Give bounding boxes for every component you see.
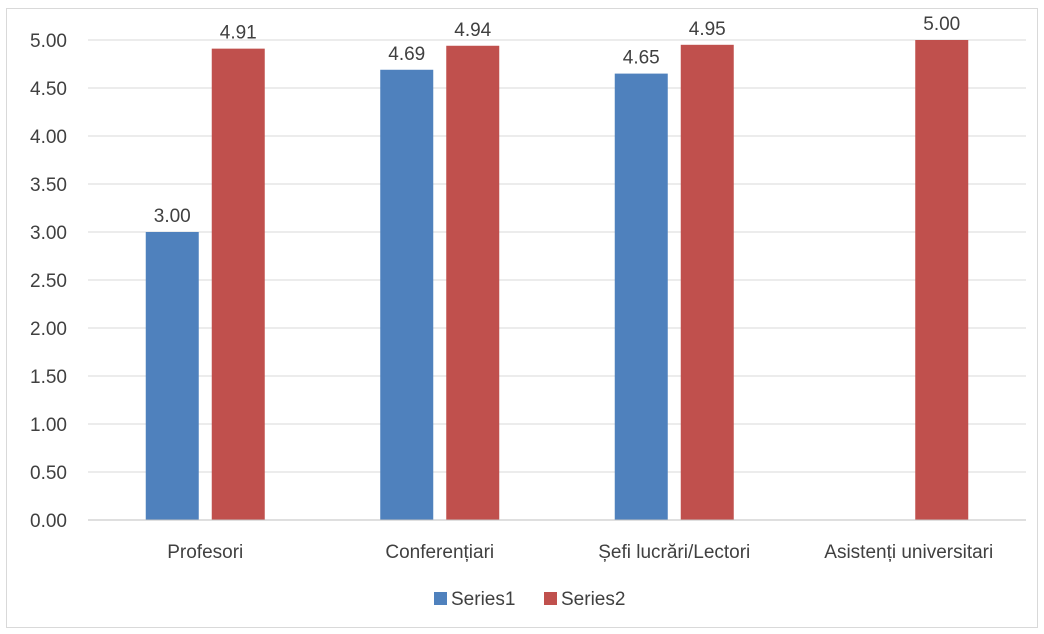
legend-swatch-series2 xyxy=(544,592,557,605)
data-label: 4.95 xyxy=(689,19,726,40)
bar-series2-1 xyxy=(211,48,265,520)
data-label: 5.00 xyxy=(923,14,960,35)
category-label: Profesori xyxy=(167,542,243,563)
category-label: Conferențiari xyxy=(385,542,494,563)
bar-series2-3 xyxy=(680,44,734,521)
y-tick-label: 2.00 xyxy=(30,319,67,340)
data-label: 4.65 xyxy=(623,48,660,69)
y-tick-label: 4.50 xyxy=(30,79,67,100)
y-tick-label: 0.00 xyxy=(30,511,67,532)
bar-series1-3 xyxy=(614,73,668,520)
bar-series1-2 xyxy=(380,69,434,520)
category-label: Asistenți universitari xyxy=(824,542,993,563)
y-tick-label: 3.00 xyxy=(30,223,67,244)
y-tick-label: 1.50 xyxy=(30,367,67,388)
y-tick-label: 1.00 xyxy=(30,415,67,436)
category-label: Șefi lucrări/Lectori xyxy=(598,542,750,563)
data-label: 4.69 xyxy=(388,44,425,65)
y-axis-ticks: 0.00 0.50 1.00 1.50 2.00 2.50 3.00 3.50 4.00 4.50… xyxy=(30,31,67,532)
data-label: 4.91 xyxy=(220,23,257,44)
y-tick-label: 4.00 xyxy=(30,127,67,148)
bar-series2-2 xyxy=(446,45,500,520)
legend: Series1 Series2 xyxy=(434,589,625,610)
data-label: 3.00 xyxy=(154,206,191,227)
legend-label: Series1 xyxy=(451,589,515,610)
y-tick-label: 3.50 xyxy=(30,175,67,196)
legend-swatch-series1 xyxy=(434,592,447,605)
bars xyxy=(145,40,969,521)
bar-series1-1 xyxy=(145,232,199,520)
bar-series2-4 xyxy=(915,40,969,520)
y-tick-label: 0.50 xyxy=(30,463,67,484)
data-label: 4.94 xyxy=(454,20,491,41)
data-labels: 3.00 4.91 4.69 4.94 4.65 4.95 5.00 xyxy=(154,14,960,227)
category-labels: Profesori Conferențiari Șefi lucrări/Lecto… xyxy=(167,542,993,563)
legend-label: Series2 xyxy=(561,589,625,610)
y-tick-label: 5.00 xyxy=(30,31,67,52)
y-tick-label: 2.50 xyxy=(30,271,67,292)
